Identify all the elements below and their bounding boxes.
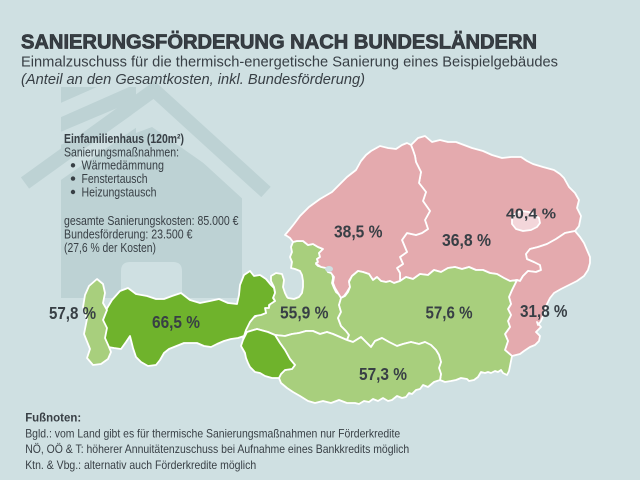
svg-text:55,9 %: 55,9 % xyxy=(280,303,329,323)
svg-text:(27,6 % der Kosten): (27,6 % der Kosten) xyxy=(64,240,156,255)
svg-text:gesamte Sanierungskosten: 85.0: gesamte Sanierungskosten: 85.000 € xyxy=(64,213,239,228)
svg-text:Fußnoten:: Fußnoten: xyxy=(25,411,81,425)
svg-text:Fenstertausch: Fenstertausch xyxy=(82,171,148,186)
svg-text:NÖ, OÖ & T: höherer Annuitäten: NÖ, OÖ & T: höherer Annuitätenzuschuss b… xyxy=(25,442,409,456)
svg-text:40,4 %: 40,4 % xyxy=(506,206,556,223)
svg-text:SANIERUNGSFÖRDERUNG NACH BUNDE: SANIERUNGSFÖRDERUNG NACH BUNDESLÄNDERN xyxy=(21,31,537,54)
svg-text:Heizungstausch: Heizungstausch xyxy=(82,184,157,199)
svg-text:Bundesförderung: 23.500 €: Bundesförderung: 23.500 € xyxy=(64,227,193,242)
svg-text:Wärmedämmung: Wärmedämmung xyxy=(82,158,165,173)
svg-text:Ktn. & Vbg.: alternativ auch F: Ktn. & Vbg.: alternativ auch Förderkredi… xyxy=(25,458,256,472)
svg-text:Einmalzuschuss für die thermis: Einmalzuschuss für die thermisch-energet… xyxy=(21,54,558,71)
svg-text:Sanierungsmaßnahmen:: Sanierungsmaßnahmen: xyxy=(64,144,179,159)
svg-text:57,8 %: 57,8 % xyxy=(49,303,96,323)
svg-text:57,3 %: 57,3 % xyxy=(359,364,407,384)
svg-text:Bgld.: vom Land gibt es für th: Bgld.: vom Land gibt es für thermische S… xyxy=(25,426,400,440)
svg-text:(Anteil an den Gesamtkosten, i: (Anteil an den Gesamtkosten, inkl. Bunde… xyxy=(21,71,365,88)
svg-text:66,5 %: 66,5 % xyxy=(152,312,200,332)
svg-text:38,5 %: 38,5 % xyxy=(334,222,383,242)
svg-text:31,8 %: 31,8 % xyxy=(520,301,568,321)
svg-text:Einfamilienhaus (120m²): Einfamilienhaus (120m²) xyxy=(64,131,184,146)
svg-text:36,8 %: 36,8 % xyxy=(442,230,491,250)
svg-text:57,6 %: 57,6 % xyxy=(426,303,473,323)
